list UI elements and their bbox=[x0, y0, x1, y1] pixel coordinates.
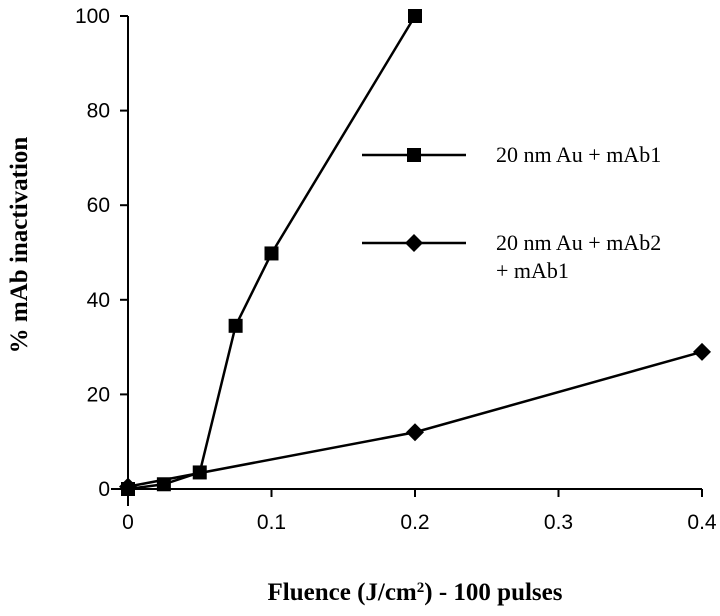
legend-label: 20 nm Au + mAb2 bbox=[496, 230, 661, 255]
legend-item-2: 20 nm Au + mAb2 + mAb1 bbox=[362, 230, 661, 283]
x-tick-label: 0 bbox=[122, 511, 134, 534]
series-line bbox=[127, 350, 703, 488]
x-axis-title: Fluence (J/cm2) - 100 pulses bbox=[268, 579, 563, 606]
x-tick-label: 0.3 bbox=[544, 511, 573, 534]
series-2 bbox=[119, 342, 711, 496]
diamond-marker bbox=[406, 423, 424, 442]
x-tick-label: 0.2 bbox=[400, 511, 429, 534]
x-axis-title-main: Fluence (J/cm bbox=[268, 579, 417, 606]
y-tick-label: 20 bbox=[87, 383, 110, 406]
legend: 20 nm Au + mAb1 20 nm Au + mAb2 + mAb1 bbox=[362, 142, 661, 283]
series-1 bbox=[121, 9, 422, 496]
y-tick-label: 0 bbox=[98, 478, 110, 501]
y-tick-label: 80 bbox=[87, 100, 110, 123]
legend-square-marker bbox=[407, 148, 421, 162]
legend-item-1: 20 nm Au + mAb1 bbox=[362, 142, 661, 167]
diamond-marker bbox=[119, 477, 137, 496]
square-marker bbox=[264, 246, 279, 261]
diamond-marker bbox=[693, 342, 711, 361]
x-axis-title-rest: ) - 100 pulses bbox=[424, 579, 562, 606]
y-tick-label: 60 bbox=[87, 194, 110, 217]
y-tick-label: 40 bbox=[87, 289, 110, 312]
legend-label: + mAb1 bbox=[496, 258, 569, 283]
y-axis-title: % mAb inactivation bbox=[6, 137, 33, 354]
square-marker bbox=[228, 318, 243, 333]
x-tick-label: 0.4 bbox=[687, 511, 717, 534]
x-axis-title-superscript: 2 bbox=[417, 580, 425, 596]
x-tick-label: 0.1 bbox=[257, 511, 286, 534]
legend-label: 20 nm Au + mAb1 bbox=[496, 142, 661, 167]
axes: 0 20 40 60 80 100 0 0.1 0.2 0.3 0.4 bbox=[75, 5, 717, 534]
square-marker bbox=[408, 9, 422, 23]
y-tick-label: 100 bbox=[75, 5, 110, 28]
series-layer bbox=[119, 9, 711, 496]
legend-diamond-marker bbox=[405, 234, 423, 252]
